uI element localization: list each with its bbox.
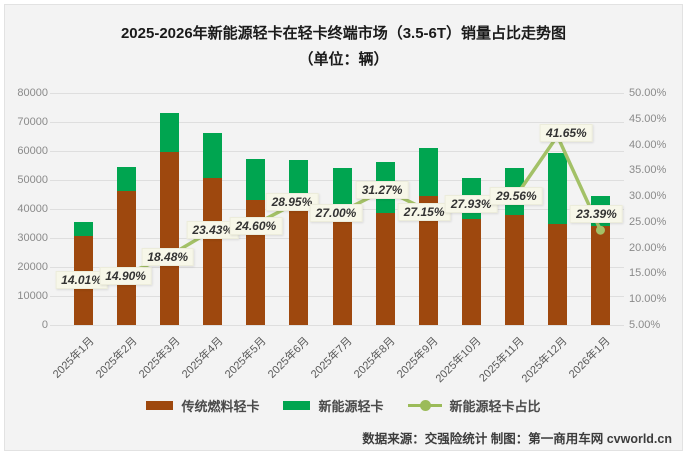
data-source-note: 数据来源：交强险统计 制图：第一商用车网 cvworld.cn [362,432,672,446]
nev-swatch-icon [283,401,311,410]
bar-nev-8 [418,148,438,197]
gridline [50,151,624,152]
right-axis-tick: 10.00% [629,293,667,306]
bar-fuel-10 [504,214,524,325]
gridline [50,122,624,123]
right-axis-tick: 15.00% [629,267,667,280]
pct-label-12: 23.39% [570,205,623,224]
legend: 传统燃料轻卡 新能源轻卡 新能源轻卡占比 [0,396,687,415]
left-axis-tick: 20000 [17,261,48,273]
pct-label-2: 18.48% [141,247,195,266]
chart-subtitle: （单位：辆） [298,51,389,68]
right-axis-tick: 20.00% [629,241,667,254]
title-block: 2025-2026年新能源轻卡在轻卡终端市场（3.5-6T）销量占比走势图 （单… [0,22,687,69]
bar-nev-0 [74,221,94,237]
pct-label-4: 24.60% [229,216,283,235]
pct-label-11: 41.65% [540,124,593,143]
bar-fuel-7 [375,212,395,325]
pct-label-7: 31.27% [355,180,409,199]
fuel-swatch-icon [146,401,174,410]
right-axis-tick: 50.00% [629,87,667,99]
bar-fuel-3 [203,177,223,325]
right-axis-tick: 30.00% [629,190,667,203]
legend-label-1: 新能源轻卡 [318,399,384,414]
left-axis-tick: 30000 [17,232,48,244]
right-axis-tick: 25.00% [629,215,667,228]
share-line-icon [407,400,442,411]
bar-fuel-12 [590,226,610,325]
bar-fuel-11 [547,224,567,325]
legend-label-2: 新能源轻卡占比 [449,399,541,414]
legend-item-2: 新能源轻卡占比 [407,396,541,415]
left-axis-tick: 0 [41,319,48,331]
pct-label-10: 29.56% [489,187,543,206]
right-axis-tick: 40.00% [629,138,667,151]
left-axis-tick: 80000 [17,87,48,99]
chart-title: 2025-2026年新能源轻卡在轻卡终端市场（3.5-6T）销量占比走势图 [120,25,567,42]
bar-nev-2 [160,113,180,153]
bar-fuel-5 [289,207,309,325]
legend-item-1: 新能源轻卡 [283,396,384,415]
bar-nev-4 [246,159,266,201]
bar-nev-1 [117,167,137,191]
bar-fuel-6 [332,210,352,325]
right-axis-tick: 35.00% [629,164,667,177]
bar-fuel-9 [461,219,481,325]
right-axis-tick: 5.00% [629,319,661,331]
bar-nev-3 [203,132,223,178]
left-axis-tick: 60000 [17,145,48,157]
left-axis-tick: 70000 [17,116,48,128]
gridline [50,325,624,326]
right-axis-tick: 45.00% [629,112,667,125]
pct-label-1: 14.90% [99,266,152,285]
share-line-icon-marker [419,400,431,411]
pct-label-6: 27.00% [309,203,363,222]
gridline [50,93,624,94]
bar-nev-11 [547,152,567,225]
left-axis-tick: 10000 [17,290,48,302]
left-axis-tick: 50000 [17,174,48,186]
legend-item-0: 传统燃料轻卡 [146,396,259,415]
pct-label-8: 27.15% [397,202,451,221]
legend-label-0: 传统燃料轻卡 [181,399,260,414]
bar-fuel-1 [117,190,137,325]
bar-fuel-2 [160,152,180,325]
left-axis-tick: 40000 [17,203,48,215]
